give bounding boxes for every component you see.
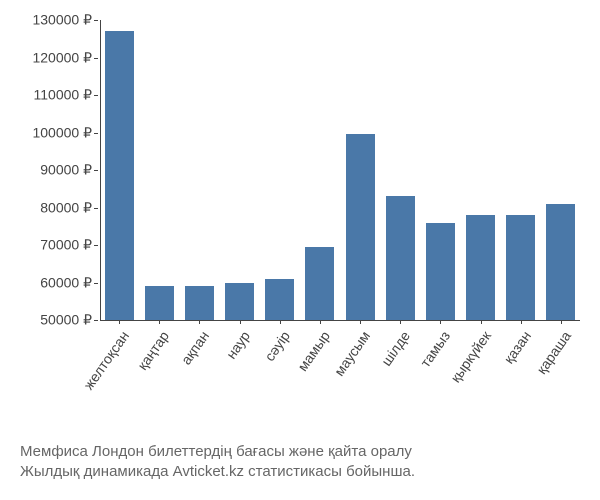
x-label-slot: наур [223,324,257,444]
bar-slot [102,20,136,320]
bar [466,215,495,320]
bar-slot [423,20,457,320]
x-tick-label: қараша [533,328,574,377]
x-tick-label: мамыр [294,328,333,374]
x-label-slot: қаңтар [142,324,176,444]
x-tick-mark [400,320,401,324]
x-tick-mark [159,320,160,324]
bar [105,31,134,320]
y-tick-label: 120000 ₽ [32,49,92,66]
x-label-slot: қыркүйек [464,324,498,444]
bar [426,223,455,321]
bar-slot [464,20,498,320]
bar [265,279,294,320]
y-tick-label: 50000 ₽ [40,312,92,329]
y-tick-mark [94,283,98,284]
y-tick-mark [94,245,98,246]
bar-slot [504,20,538,320]
y-tick-mark [94,58,98,59]
bar [506,215,535,320]
bar [546,204,575,320]
y-tick-label: 80000 ₽ [40,199,92,216]
x-tick-mark [521,320,522,324]
y-tick-label: 110000 ₽ [34,87,92,104]
x-tick-label: сәуір [261,328,293,364]
x-label-slot: қараша [544,324,578,444]
bar-slot [263,20,297,320]
x-label-slot: мамыр [303,324,337,444]
x-tick-label: тамыз [417,328,453,370]
x-tick-label: маусым [331,328,373,379]
y-tick-label: 130000 ₽ [32,12,92,29]
x-tick-label: қазан [500,328,534,366]
y-tick-label: 70000 ₽ [40,237,92,254]
x-tick-mark [280,320,281,324]
x-tick-mark [481,320,482,324]
x-label-slot: тамыз [423,324,457,444]
x-label-slot: сәуір [263,324,297,444]
x-tick-mark [360,320,361,324]
chart-container: 50000 ₽ 60000 ₽ 70000 ₽ 80000 ₽ 90000 ₽ 10000… [10,10,590,490]
bar-slot [544,20,578,320]
y-axis: 50000 ₽60000 ₽70000 ₽80000 ₽90000 ₽10000… [10,20,98,320]
x-tick-label: желтоқсан [80,328,132,393]
bar-slot [303,20,337,320]
bar [145,286,174,320]
x-tick-mark [320,320,321,324]
bar [305,247,334,320]
y-tick-mark [94,208,98,209]
x-label-slot: ақпан [182,324,216,444]
chart-caption: Мемфиса Лондон билеттердің бағасы және қ… [10,442,600,483]
bar [225,283,254,321]
y-tick-mark [94,320,98,321]
caption-line-2: Жылдық динамикада Avticket.kz статистика… [20,462,600,482]
x-label-slot: желтоқсан [102,324,136,444]
bar-slot [383,20,417,320]
x-label-slot: шілде [383,324,417,444]
y-tick-mark [94,95,98,96]
x-axis-line [100,320,580,321]
bar [346,134,375,320]
x-tick-label: қаңтар [134,328,172,373]
x-tick-mark [199,320,200,324]
plot-area [100,20,580,320]
x-tick-mark [440,320,441,324]
x-tick-label: наур [222,328,252,362]
x-label-slot: маусым [343,324,377,444]
y-tick-mark [94,133,98,134]
y-tick-label: 60000 ₽ [40,274,92,291]
x-label-slot: қазан [504,324,538,444]
y-tick-label: 100000 ₽ [32,124,92,141]
caption-line-1: Мемфиса Лондон билеттердің бағасы және қ… [20,442,600,462]
bars-group [100,20,580,320]
bar-slot [142,20,176,320]
x-tick-mark [240,320,241,324]
bar [386,196,415,320]
bar-slot [182,20,216,320]
y-tick-label: 90000 ₽ [40,162,92,179]
bar-slot [223,20,257,320]
y-tick-mark [94,20,98,21]
x-tick-mark [119,320,120,324]
x-tick-label: шілде [378,328,413,369]
x-tick-mark [561,320,562,324]
y-tick-mark [94,170,98,171]
x-tick-label: ақпан [178,328,212,367]
bar-slot [343,20,377,320]
x-axis-labels: желтоқсанқаңтарақпаннаурсәуірмамырмаусым… [100,324,580,444]
bar [185,286,214,320]
